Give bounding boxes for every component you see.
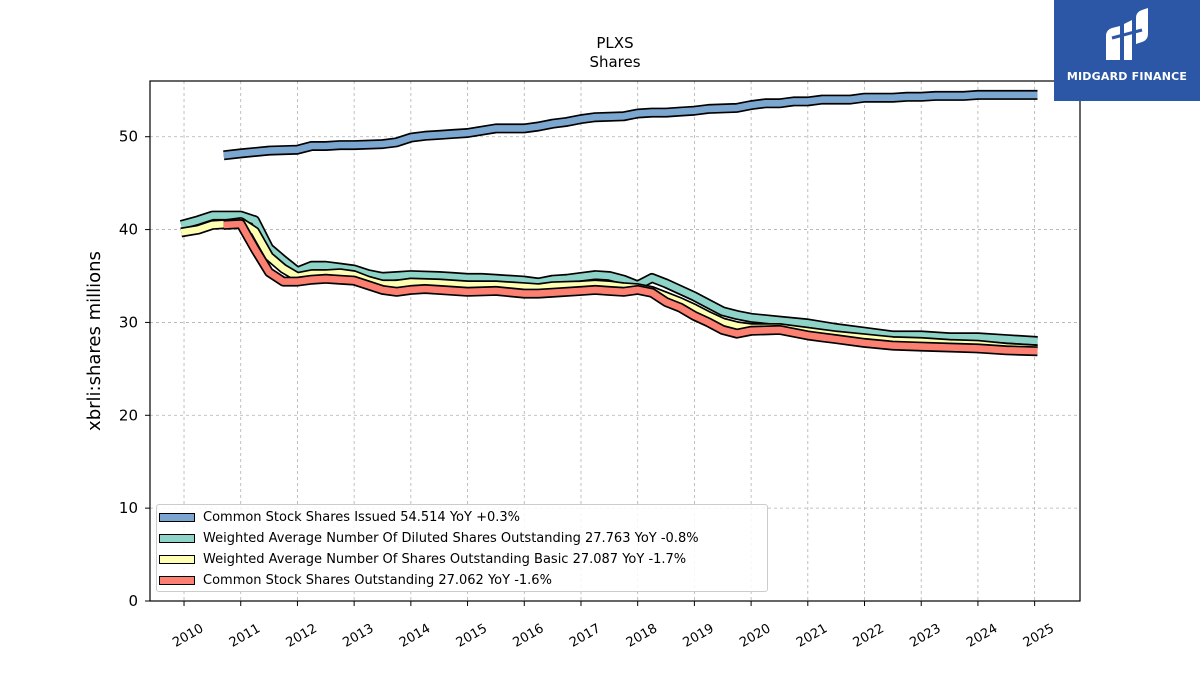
y-tick-label: 40 [119,221,138,239]
legend: Common Stock Shares Issued 54.514 YoY +0… [156,504,768,592]
x-tick-label: 2023 [907,621,943,651]
x-tick-label: 2011 [227,621,263,651]
y-tick-label: 50 [119,128,138,146]
legend-label-shares-issued: Common Stock Shares Issued 54.514 YoY +0… [203,509,520,525]
x-tick-label: 2022 [851,621,887,651]
series-line [180,218,1038,353]
y-tick-label: 10 [119,499,138,517]
series-3 [180,217,1038,355]
x-tick-label: 2016 [510,621,546,651]
legend-label-outstanding: Common Stock Shares Outstanding 27.062 Y… [203,572,552,588]
chart-title: PLXS [596,34,633,52]
logo-mark-icon [1106,8,1148,60]
x-tick-label: 2025 [1021,621,1057,651]
series-line [223,220,1038,355]
x-tick-label: 2017 [567,621,603,651]
chart-subtitle: Shares [589,53,640,71]
brand-logo: MIDGARD FINANCE [1054,0,1200,101]
legend-label-diluted: Weighted Average Number Of Diluted Share… [203,530,699,546]
x-tick-label: 2010 [170,621,206,651]
x-tick-label: 2019 [681,621,717,651]
legend-item-diluted: Weighted Average Number Of Diluted Share… [159,527,699,549]
legend-swatch-outstanding [159,575,195,585]
y-tick-label: 20 [119,406,138,424]
series-layer [179,89,1038,357]
plot-frame [149,80,1081,602]
x-tick-label: 2018 [624,621,660,651]
y-tick-label: 30 [119,313,138,331]
x-tick-label: 2020 [737,621,773,651]
x-tick-label: 2013 [340,621,376,651]
series-line [223,91,1038,159]
x-tick-label: 2012 [284,621,320,651]
legend-label-basic: Weighted Average Number Of Shares Outsta… [203,551,687,567]
x-tick-label: 2014 [397,621,433,651]
legend-swatch-shares-issued [159,512,195,522]
legend-item-shares-issued: Common Stock Shares Issued 54.514 YoY +0… [159,506,520,528]
legend-item-outstanding: Common Stock Shares Outstanding 27.062 Y… [159,569,552,591]
legend-item-basic: Weighted Average Number Of Shares Outsta… [159,548,686,570]
logo-text: MIDGARD FINANCE [1066,70,1188,83]
x-tick-label: 2024 [964,621,1000,651]
legend-swatch-diluted [159,533,195,543]
y-tick-label: 0 [128,592,138,610]
x-tick-label: 2015 [454,621,490,651]
x-tick-label: 2021 [794,621,830,651]
y-axis-label: xbrli:shares millions [84,251,105,431]
legend-swatch-basic [159,554,195,564]
series-1 [223,89,1038,161]
series-4 [223,219,1038,357]
